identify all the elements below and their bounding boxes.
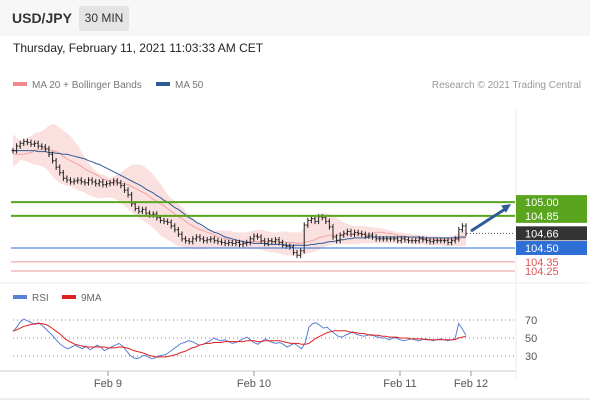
level-box-104-85 bbox=[516, 208, 587, 223]
bollinger-band-fill bbox=[13, 124, 466, 256]
rsi-tick-label-50: 50 bbox=[525, 333, 537, 345]
legend-label-rsi: RSI bbox=[32, 293, 49, 304]
legend-item-ma50: MA 50 bbox=[156, 80, 203, 91]
level-label-104-50: 104.50 bbox=[525, 243, 559, 255]
level-label-104-35: 104.35 bbox=[525, 257, 559, 269]
rsi-9ma-line bbox=[12, 323, 467, 358]
frame-bottom bbox=[0, 398, 590, 400]
rsi-line bbox=[12, 318, 467, 360]
level-label-104-85: 104.85 bbox=[525, 211, 559, 223]
forecast-arrow-head bbox=[501, 204, 511, 213]
research-credit: Research © 2021 Trading Central bbox=[431, 80, 581, 91]
level-label-104-25: 104.25 bbox=[525, 266, 559, 278]
rsi-swatch bbox=[13, 295, 27, 300]
legend-item-ma20: MA 20 + Bollinger Bands bbox=[13, 80, 142, 91]
x-tick-label: Feb 12 bbox=[454, 378, 488, 390]
timestamp: Thursday, February 11, 2021 11:03:33 AM … bbox=[13, 41, 264, 55]
x-tick-label: Feb 11 bbox=[383, 378, 416, 390]
currency-pair-title: USD/JPY bbox=[12, 10, 72, 26]
9ma-swatch bbox=[62, 295, 76, 300]
legend-item-9ma: 9MA bbox=[62, 293, 102, 304]
x-tick-label: Feb 9 bbox=[94, 378, 122, 390]
legend-item-rsi: RSI bbox=[13, 293, 49, 304]
forecast-arrow-shaft bbox=[470, 207, 507, 232]
timeframe-badge[interactable]: 30 MIN bbox=[79, 6, 129, 31]
last-price-label: 104.66 bbox=[525, 228, 559, 240]
level-box-105-00 bbox=[516, 195, 587, 210]
rsi-tick-label-70: 70 bbox=[525, 315, 537, 327]
ma20-swatch bbox=[13, 82, 27, 87]
legend-label-9ma: 9MA bbox=[81, 293, 102, 304]
level-label-105-00: 105.00 bbox=[525, 197, 559, 209]
ma50-swatch bbox=[156, 82, 170, 87]
last-price-box bbox=[516, 226, 587, 241]
level-box-104-50 bbox=[516, 241, 587, 256]
legend-label-ma50: MA 50 bbox=[175, 80, 204, 91]
legend-label-ma20: MA 20 + Bollinger Bands bbox=[32, 80, 142, 91]
rsi-tick-label-30: 30 bbox=[525, 351, 537, 363]
x-tick-label: Feb 10 bbox=[237, 378, 271, 390]
